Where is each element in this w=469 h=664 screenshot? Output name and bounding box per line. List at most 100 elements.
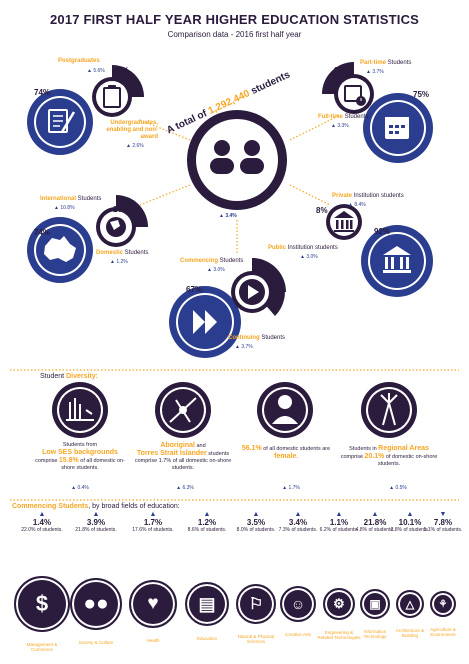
- field-change-pct: 10.1%: [398, 518, 422, 527]
- field-change-arrow: ▲: [406, 511, 414, 518]
- field-name: Architecture & Building: [395, 628, 425, 638]
- field-share: 22.0% of students.: [21, 527, 63, 533]
- field-share: 8.0% of students.: [236, 527, 276, 533]
- parttime-label: Part-time Students: [360, 60, 412, 66]
- field-column: ▲ 1.4% 22.0% of students.: [18, 511, 66, 533]
- parttime-change: ▲ 3.7%: [366, 69, 384, 75]
- female-icon-circle: [257, 382, 313, 438]
- diversity-regional-change: ▲ 0.5%: [389, 485, 407, 491]
- field-column: ▲ 3.5% 8.0% of students.: [232, 511, 280, 533]
- people-icon: ●●: [70, 578, 122, 630]
- heartbeat-icon: ♥: [129, 580, 177, 628]
- page-subtitle: Comparison data - 2016 first half year: [167, 30, 302, 39]
- diversity-heading: Student Diversity:: [40, 373, 98, 380]
- field-column: ▲ 3.9% 21.8% of students.: [72, 511, 120, 533]
- field-share: 8.6% of students.: [187, 527, 227, 533]
- field-column: ▲ 1.1% 6.2% of students.: [315, 511, 363, 533]
- field-name: Creative Arts: [285, 632, 311, 637]
- commencing-label: Commencing Students: [180, 258, 244, 264]
- domestic-pct: 74%: [34, 228, 51, 237]
- postgrad-pct: 26%: [113, 66, 130, 75]
- field-change-pct: 1.7%: [143, 518, 163, 527]
- diversity-low-ses-change: ▲ 0.4%: [71, 485, 89, 491]
- field-change-arrow: ▲: [294, 511, 302, 518]
- field-change-pct: 1.1%: [329, 518, 349, 527]
- field-share: 21.8% of students.: [75, 527, 117, 533]
- field-column: ▲ 10.1% 2.8% of students.: [386, 511, 434, 533]
- field-name: Information Technology: [363, 629, 387, 639]
- fulltime-pct: 75%: [413, 90, 430, 99]
- field-change-pct: 1.4%: [32, 518, 52, 527]
- international-pct: 26%: [113, 205, 130, 214]
- field-change-pct: 3.9%: [86, 518, 106, 527]
- field-name: Management & Commerce: [26, 642, 58, 652]
- field-share: 4.8% of students.: [355, 527, 395, 533]
- field-change-pct: 3.4%: [288, 518, 308, 527]
- undergrad-change: ▲ 2.6%: [126, 143, 144, 149]
- money-bag-icon: $: [14, 576, 70, 632]
- field-change-arrow: ▲: [203, 511, 211, 518]
- field-name: Society & Culture: [78, 640, 114, 645]
- document-pen-icon: [48, 109, 76, 133]
- page-title: 2017 FIRST HALF YEAR HIGHER EDUCATION ST…: [49, 12, 420, 27]
- public-pct: 92%: [374, 227, 391, 236]
- continuing-change: ▲ 3.7%: [235, 344, 253, 350]
- private-change: ▲ 8.4%: [348, 202, 366, 208]
- microscope-icon: ⚐: [236, 584, 276, 624]
- field-share: 6.2% of students.: [319, 527, 359, 533]
- field-column: ▼ 7.8% 1.1% of students.: [419, 511, 467, 533]
- australia-map-icon: [44, 236, 76, 262]
- commencing-pct: 33%: [253, 263, 270, 272]
- field-change-pct: 3.5%: [246, 518, 266, 527]
- play-icon: [239, 279, 265, 305]
- field-column: ▲ 1.7% 17.6% of students.: [129, 511, 177, 533]
- private-building-icon: [334, 211, 354, 232]
- public-label: Public Institution students: [268, 245, 338, 251]
- undergrad-pct: 74%: [34, 88, 51, 97]
- field-column: ▲ 21.8% 4.8% of students.: [351, 511, 399, 533]
- field-share: 17.6% of students.: [132, 527, 174, 533]
- fields-row: ▲ 1.4% 22.0% of students. $ Management & Com…: [0, 511, 469, 662]
- field-change-pct: 21.8%: [363, 518, 387, 527]
- low-ses-icon-circle: [52, 382, 108, 438]
- masks-icon: ☺: [280, 586, 316, 622]
- public-building-icon: [383, 246, 411, 273]
- field-change-arrow: ▲: [335, 511, 343, 518]
- book-icon: ▤: [185, 582, 229, 626]
- indigenous-icon-circle: [155, 382, 211, 438]
- field-change-arrow: ▼: [439, 511, 447, 518]
- field-change-arrow: ▲: [252, 511, 260, 518]
- gears-icon: ⚙: [323, 588, 355, 620]
- field-name: Education: [196, 636, 217, 641]
- field-share: 7.3% of students.: [278, 527, 318, 533]
- regional-windmill-icon-circle: [361, 382, 417, 438]
- computer-icon: ▣: [360, 589, 390, 619]
- field-column: ▲ 3.4% 7.3% of students.: [274, 511, 322, 533]
- total-change: ▲ 3.4%: [219, 213, 237, 219]
- field-name: Agriculture & Environment: [430, 627, 456, 637]
- field-share: 1.1% of students.: [423, 527, 463, 533]
- diversity-indigenous-change: ▲ 6.3%: [176, 485, 194, 491]
- international-label: International Students: [40, 196, 102, 202]
- diversity-regional: Students in Regional Areas comprise 20.1…: [340, 445, 438, 467]
- commencing-change: ▲ 3.0%: [207, 267, 225, 273]
- postgrad-label: Postgraduates: [58, 58, 100, 64]
- diversity-female: 56.1% of all domestic students are femal…: [241, 445, 331, 460]
- fulltime-label: Full-time Students: [318, 114, 369, 120]
- calendar-icon: [385, 117, 409, 139]
- parttime-pct: 25%: [334, 66, 351, 75]
- diversity-indigenous: Aboriginal and Torres Strait Islander st…: [134, 442, 232, 471]
- fulltime-change: ▲ 3.3%: [331, 123, 349, 129]
- field-name: Health: [146, 638, 160, 643]
- domestic-label: Domestic Students: [96, 250, 149, 256]
- diversity-female-change: ▲ 1.7%: [282, 485, 300, 491]
- plant-icon: ⚘: [430, 591, 456, 617]
- globe-icon: [106, 217, 126, 237]
- field-change-arrow: ▲: [149, 511, 157, 518]
- undergrad-label: Undergraduates, enabling and non-award: [106, 120, 158, 140]
- compass-icon: △: [396, 590, 424, 618]
- continuing-label: Continuing Students: [228, 335, 286, 341]
- private-label: Private Institution students: [332, 193, 404, 199]
- field-change-pct: 1.2%: [197, 518, 217, 527]
